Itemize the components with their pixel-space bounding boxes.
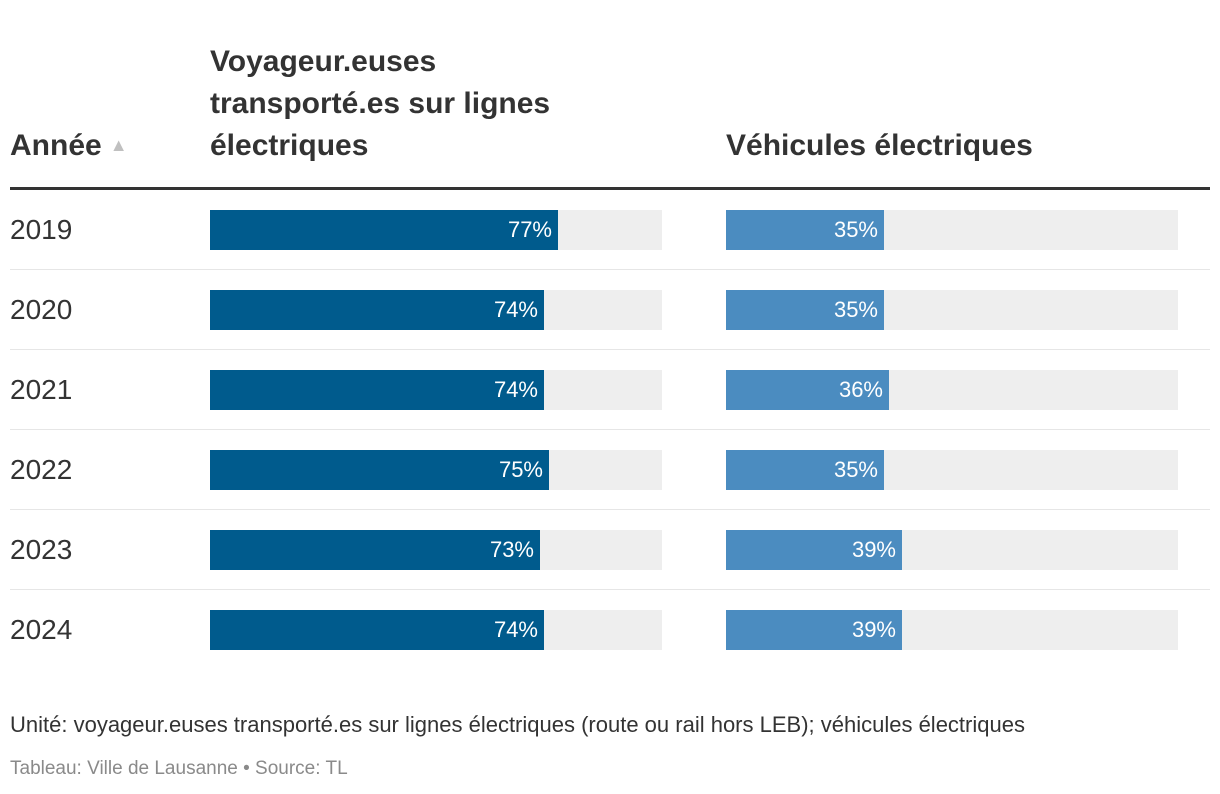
vehicles-bar-track: 35%	[726, 210, 1178, 250]
passengers-bar: 75%	[210, 450, 549, 490]
passengers-value-label: 75%	[498, 457, 543, 482]
table-row: 2021 74% 36%	[10, 350, 1210, 430]
vehicles-value-label: 39%	[851, 537, 896, 562]
passengers-bar-track: 73%	[210, 530, 662, 570]
vehicles-bar-track: 35%	[726, 290, 1178, 330]
passengers-value-label: 74%	[493, 377, 538, 402]
vehicles-bar: 36%	[726, 370, 889, 410]
column-header-passengers[interactable]: Voyageur.euses transporté.es sur lignes …	[210, 45, 551, 162]
table-body: 2019 77% 35% 2020 74% 35% 2021 74% 36% 2022 75% 35%…	[10, 190, 1210, 670]
year-cell: 2021	[10, 374, 73, 405]
column-header-year[interactable]: Année ▲	[10, 124, 128, 167]
vehicles-value-label: 36%	[838, 377, 883, 402]
table-row: 2024 74% 39%	[10, 590, 1210, 670]
vehicles-bar-track: 36%	[726, 370, 1178, 410]
year-cell: 2020	[10, 294, 73, 325]
passengers-bar: 74%	[210, 370, 544, 410]
passengers-bar: 77%	[210, 210, 558, 250]
vehicles-bar: 39%	[726, 530, 902, 570]
passengers-bar-track: 77%	[210, 210, 662, 250]
table-row: 2020 74% 35%	[10, 270, 1210, 350]
vehicles-bar-track: 39%	[726, 610, 1178, 650]
passengers-value-label: 74%	[493, 297, 538, 322]
year-cell: 2023	[10, 534, 73, 565]
year-cell: 2019	[10, 214, 73, 245]
passengers-bar-track: 75%	[210, 450, 662, 490]
source-note: Tableau: Ville de Lausanne • Source: TL	[10, 758, 348, 779]
vehicles-bar: 35%	[726, 450, 884, 490]
table-row: 2022 75% 35%	[10, 430, 1210, 510]
sort-ascending-icon[interactable]: ▲	[109, 135, 128, 155]
passengers-bar: 74%	[210, 610, 544, 650]
column-header-year-label: Année	[10, 129, 102, 162]
table-header: Année ▲ Voyageur.euses transporté.es sur …	[10, 0, 1210, 190]
passengers-value-label: 73%	[489, 537, 534, 562]
vehicles-bar: 39%	[726, 610, 902, 650]
vehicles-bar: 35%	[726, 290, 884, 330]
passengers-bar: 74%	[210, 290, 544, 330]
vehicles-value-label: 35%	[833, 457, 878, 482]
passengers-bar-track: 74%	[210, 370, 662, 410]
passengers-bar-track: 74%	[210, 290, 662, 330]
vehicles-bar-track: 35%	[726, 450, 1178, 490]
vehicles-bar-track: 39%	[726, 530, 1178, 570]
passengers-value-label: 74%	[493, 617, 538, 642]
passengers-value-label: 77%	[507, 217, 552, 242]
passengers-bar-track: 74%	[210, 610, 662, 650]
table-row: 2019 77% 35%	[10, 190, 1210, 270]
unit-note: Unité: voyageur.euses transporté.es sur …	[10, 712, 1025, 737]
year-cell: 2022	[10, 454, 73, 485]
vehicles-value-label: 35%	[833, 297, 878, 322]
passengers-bar: 73%	[210, 530, 540, 570]
year-cell: 2024	[10, 614, 73, 645]
table-row: 2023 73% 39%	[10, 510, 1210, 590]
data-table: Année ▲ Voyageur.euses transporté.es sur …	[10, 0, 1210, 670]
vehicles-bar: 35%	[726, 210, 884, 250]
vehicles-value-label: 35%	[833, 217, 878, 242]
column-header-vehicles[interactable]: Véhicules électriques	[726, 129, 1033, 162]
vehicles-value-label: 39%	[851, 617, 896, 642]
